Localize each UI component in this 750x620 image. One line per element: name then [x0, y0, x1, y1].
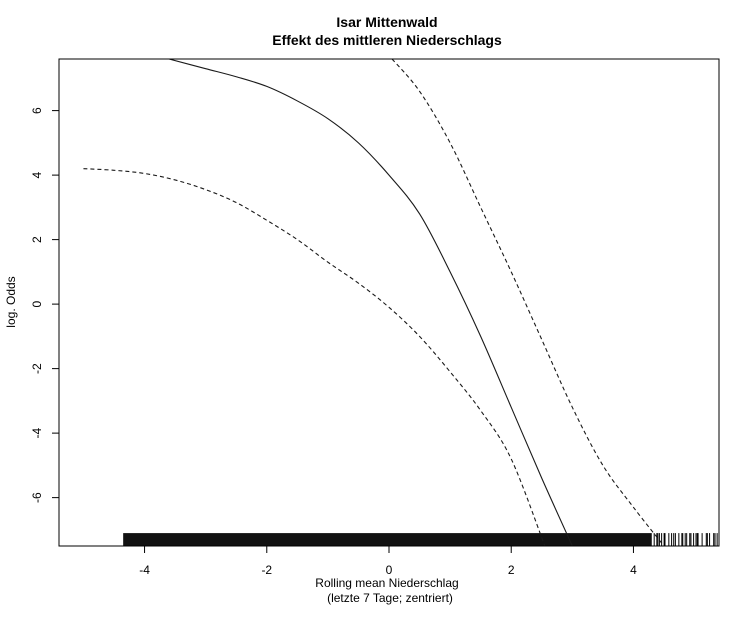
x-tick-label: -4 [139, 563, 150, 577]
y-tick-label: -4 [30, 427, 44, 438]
y-axis: -6 -4 -2 0 2 4 6 [30, 107, 59, 503]
y-tick-label: 2 [30, 236, 44, 243]
x-tick-label: 4 [630, 563, 637, 577]
y-tick-label: -6 [30, 492, 44, 503]
y-tick-label: 0 [30, 300, 44, 307]
x-axis-label: Rolling mean Niederschlag [315, 576, 458, 590]
x-axis-label-sub: (letzte 7 Tage; zentriert) [327, 591, 453, 605]
chart-subtitle: Effekt des mittleren Niederschlags [272, 32, 502, 48]
series-layer [83, 59, 665, 546]
y-tick-label: -2 [30, 363, 44, 374]
y-tick-label: 6 [30, 107, 44, 114]
chart-title: Isar Mittenwald [336, 14, 437, 30]
confidence-band-line-2 [391, 59, 665, 546]
x-tick-label: 2 [508, 563, 515, 577]
x-tick-label: -2 [261, 563, 272, 577]
rug-plot [123, 533, 718, 546]
y-axis-label: log. Odds [4, 276, 18, 327]
confidence-band-line-1 [83, 168, 546, 546]
plot-frame [58, 58, 720, 547]
rug-dense-band [123, 533, 652, 546]
x-axis: -4 -2 0 2 4 [139, 546, 637, 577]
effect-line [168, 59, 573, 546]
x-tick-label: 0 [386, 563, 393, 577]
y-tick-label: 4 [30, 171, 44, 178]
